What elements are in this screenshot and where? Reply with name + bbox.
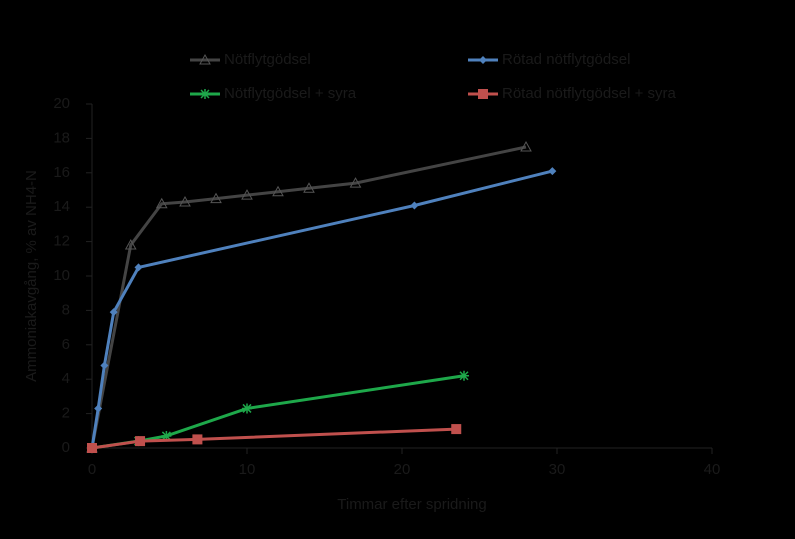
x-tick-label: 30 xyxy=(549,461,566,478)
marker xyxy=(478,89,488,99)
marker xyxy=(179,196,191,207)
marker xyxy=(94,404,103,413)
marker xyxy=(100,361,109,370)
marker xyxy=(134,263,143,272)
marker xyxy=(520,140,532,152)
marker xyxy=(242,403,252,414)
marker xyxy=(479,56,487,64)
marker xyxy=(87,443,97,453)
legend-label: Nötflytgödsel xyxy=(224,51,311,68)
series-line xyxy=(91,427,457,450)
y-tick-label: 6 xyxy=(62,336,70,353)
marker xyxy=(303,182,315,193)
y-tick-label: 14 xyxy=(53,198,70,215)
x-tick-label: 0 xyxy=(88,461,96,478)
y-tick-label: 8 xyxy=(62,301,70,318)
marker xyxy=(135,436,146,447)
marker xyxy=(210,192,222,204)
marker xyxy=(451,424,462,435)
x-tick-label: 10 xyxy=(239,461,256,478)
y-tick-label: 12 xyxy=(53,233,70,250)
y-tick-label: 0 xyxy=(62,439,70,456)
x-tick-label: 20 xyxy=(394,461,411,478)
y-tick-label: 18 xyxy=(53,129,70,146)
marker xyxy=(109,308,118,317)
marker xyxy=(155,197,168,209)
marker xyxy=(241,189,253,200)
x-axis-label: Timmar efter spridning xyxy=(337,496,487,513)
legend-label: Nötflytgödsel + syra xyxy=(224,85,357,102)
y-tick-label: 10 xyxy=(53,267,70,284)
marker xyxy=(410,201,419,210)
y-tick-label: 16 xyxy=(53,164,70,181)
legend-label: Rötad nötflytgödsel + syra xyxy=(502,85,677,102)
marker xyxy=(192,434,203,445)
marker xyxy=(459,370,469,381)
marker xyxy=(124,239,137,250)
marker xyxy=(349,177,362,188)
series-line xyxy=(90,145,527,449)
marker xyxy=(272,185,284,197)
marker xyxy=(199,53,211,65)
y-tick-label: 20 xyxy=(53,95,70,112)
x-tick-label: 40 xyxy=(704,461,721,478)
legend-label: Rötad nötflytgödsel xyxy=(502,51,630,68)
y-tick-label: 2 xyxy=(62,405,70,422)
marker xyxy=(200,89,210,99)
marker xyxy=(548,167,557,176)
y-tick-label: 4 xyxy=(62,370,70,387)
y-axis-label: Ammoniakavgång, % av NH4-N xyxy=(23,170,40,382)
